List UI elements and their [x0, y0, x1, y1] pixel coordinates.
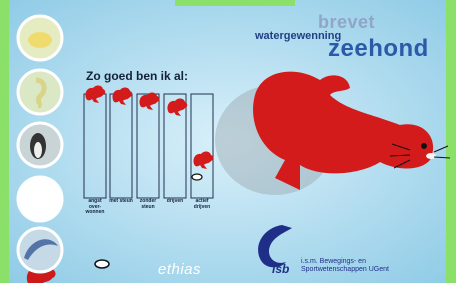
green-edge: [446, 0, 456, 283]
column-label: angst over-wonnen: [83, 199, 107, 216]
column-label: zonder steun: [136, 199, 160, 210]
column-label: actief drijven: [190, 199, 214, 210]
green-edge: [175, 0, 295, 6]
green-edge: [0, 0, 9, 283]
sponsor-logo: ethias: [158, 261, 201, 278]
title: zeehond: [328, 35, 429, 63]
penguin-icon: [34, 142, 42, 158]
level-dolphin[interactable]: [18, 228, 62, 272]
level-seal[interactable]: [18, 177, 62, 221]
duck-icon: [28, 32, 52, 48]
app-screen: brevet watergewenning zeehond Zo goed be…: [0, 0, 456, 283]
cursor-ring: [192, 174, 202, 180]
seal-snout: [426, 153, 436, 159]
column-label: drijven: [163, 199, 187, 205]
seal-eye: [421, 143, 427, 149]
isb-logo-text: isb: [272, 262, 289, 276]
column-label: met steun: [109, 199, 133, 205]
progress-title: Zo goed ben ik al:: [86, 69, 188, 83]
cursor-ring: [95, 260, 109, 268]
partner-text: i.s.m. Bewegings- en Sportwetenschappen …: [301, 258, 431, 274]
